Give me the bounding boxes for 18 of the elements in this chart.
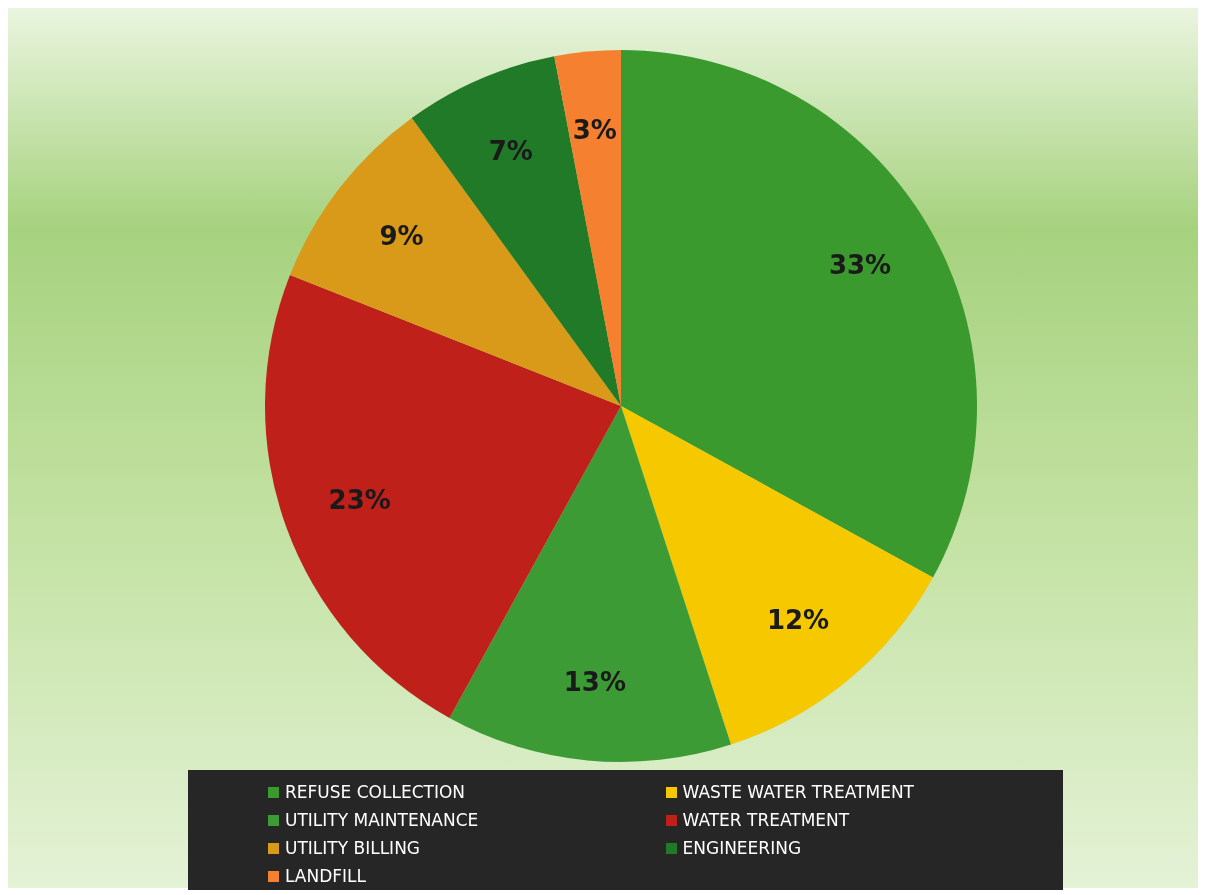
legend-label: REFUSE COLLECTION	[285, 782, 466, 802]
data-label: 3%	[572, 114, 617, 145]
legend-label: UTILITY MAINTENANCE	[285, 810, 479, 830]
data-label: 7%	[488, 136, 533, 167]
legend-label: LANDFILL	[285, 866, 367, 886]
data-label: 12%	[766, 604, 830, 635]
legend-label: WASTE WATER TREATMENT	[682, 782, 915, 802]
legend-label: WATER TREATMENT	[682, 810, 850, 830]
pie-slice	[554, 50, 621, 406]
data-label: 9%	[379, 220, 424, 251]
data-label: 13%	[563, 667, 626, 698]
pie-slice	[449, 406, 732, 762]
pie-slice	[290, 117, 621, 406]
pie-slice	[621, 50, 977, 578]
data-label: 23%	[328, 485, 391, 516]
legend-label: UTILITY BILLING	[285, 838, 421, 858]
data-label: 33%	[828, 249, 892, 280]
legend-label: ENGINEERING	[682, 838, 802, 858]
